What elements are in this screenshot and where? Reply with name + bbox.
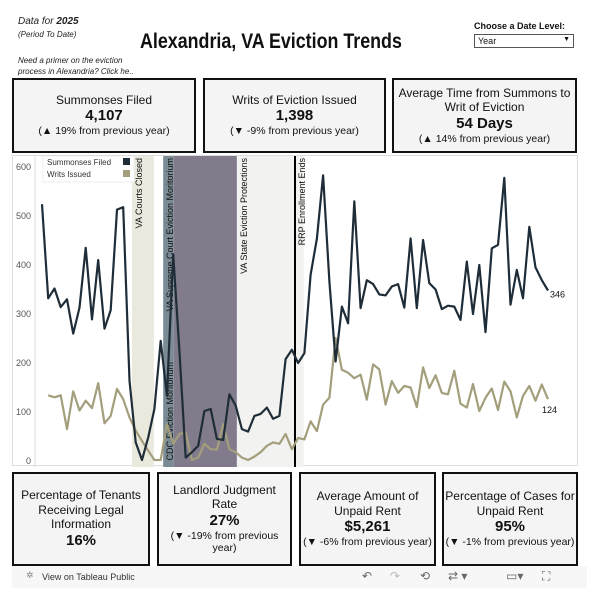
y-tick-label: 200 xyxy=(16,358,31,368)
series-line xyxy=(40,174,549,462)
annotation-label: CDC Eviction Moritorium xyxy=(165,362,175,461)
fullscreen-icon[interactable]: ⛶ xyxy=(542,569,551,583)
y-tick-label: 600 xyxy=(16,162,31,172)
y-tick-label: 500 xyxy=(16,211,31,221)
end-value-label: 124 xyxy=(542,405,557,415)
legend-swatch xyxy=(123,158,130,165)
y-tick-label: 400 xyxy=(16,260,31,270)
date-level-select[interactable]: Year ▼ xyxy=(474,34,574,48)
kpi-value: 27% xyxy=(209,511,240,529)
revert-icon[interactable]: ⟲ xyxy=(420,569,431,583)
legend-label: Summonses Filed xyxy=(47,158,111,167)
kpi-value: 1,398 xyxy=(275,107,314,125)
share-icon[interactable]: ▭▾ xyxy=(506,569,524,583)
kpi-card: Landlord Judgment Rate 27% (▼ -19% from pr… xyxy=(157,472,292,566)
y-tick-label: 0 xyxy=(26,456,31,466)
kpi-card: Average Amount of Unpaid Rent $5,261 (▼ -6… xyxy=(299,472,436,566)
y-tick-label: 100 xyxy=(16,407,31,417)
date-level-label: Choose a Date Level: xyxy=(474,21,566,31)
eviction-trends-chart: VA Courts Closed VA Supreme Court Evictio… xyxy=(12,155,578,467)
tableau-logo-icon: ✲ xyxy=(26,570,34,580)
annotation-label: RRP Enrollment Ends xyxy=(297,158,307,246)
primer-link[interactable]: Need a primer on the eviction process in… xyxy=(18,56,134,76)
kpi-card: Summonses Filed 4,107 (▲ 19% from previous… xyxy=(12,78,196,153)
dropdown-arrow-icon: ▼ xyxy=(563,36,570,43)
y-tick-label: 300 xyxy=(16,309,31,319)
period-label: (Period To Date) xyxy=(18,30,77,39)
kpi-label: Percentage of Tenants Receiving Legal In… xyxy=(21,488,141,532)
kpi-change: (▼ -9% from previous year) xyxy=(230,125,359,138)
kpi-label: Writs of Eviction Issued xyxy=(232,93,357,107)
series-line xyxy=(47,336,550,462)
annotation-band xyxy=(131,156,154,467)
end-value-label: 346 xyxy=(550,289,565,299)
kpi-card: Writs of Eviction Issued 1,398 (▼ -9% from… xyxy=(203,78,386,153)
data-for-label: Data for 2025 xyxy=(18,16,79,27)
kpi-label: Percentage of Cases for Unpaid Rent xyxy=(445,489,575,518)
kpi-change: (▼ -6% from previous year) xyxy=(303,536,432,549)
kpi-label: Summonses Filed xyxy=(55,93,153,107)
chart-svg: VA Courts Closed VA Supreme Court Evictio… xyxy=(16,155,565,467)
kpi-label: Average Amount of Unpaid Rent xyxy=(316,489,419,518)
legend: Summonses Filed Writs Issued xyxy=(42,155,135,183)
annotation-band xyxy=(163,156,174,467)
annotation-label: VA State Eviction Protections xyxy=(239,158,249,274)
view-on-tableau-link[interactable]: View on Tableau Public xyxy=(42,572,135,582)
page-title: Alexandria, VA Eviction Trends xyxy=(140,30,402,53)
refresh-icon[interactable]: ⇄ ▾ xyxy=(448,569,468,583)
annotation-label: VA Courts Closed xyxy=(134,158,144,228)
date-level-value: Year xyxy=(478,36,497,46)
kpi-value: 4,107 xyxy=(85,107,123,125)
kpi-change: (▼ -1% from previous year) xyxy=(445,536,575,549)
kpi-card: Percentage of Tenants Receiving Legal In… xyxy=(12,472,150,566)
kpi-change: (▲ 14% from previous year) xyxy=(418,132,551,145)
redo-icon[interactable]: ↷ xyxy=(390,569,401,583)
kpi-value: 16% xyxy=(65,531,97,549)
kpi-value: 95% xyxy=(494,518,526,536)
kpi-card: Average Time from Summons to Writ of Evi… xyxy=(392,78,577,153)
tableau-toolbar: ✲ View on Tableau Public ↶ ↷ ⟲ ⇄ ▾ ▭▾ ⛶ xyxy=(12,566,587,588)
kpi-value: $5,261 xyxy=(344,518,391,536)
kpi-label: Average Time from Summons to Writ of Evi… xyxy=(398,85,571,115)
kpi-label: Landlord Judgment Rate xyxy=(173,483,276,512)
kpi-value: 54 Days xyxy=(456,114,513,132)
kpi-change: (▲ 19% from previous year) xyxy=(38,125,170,138)
undo-icon[interactable]: ↶ xyxy=(362,569,373,583)
kpi-card: Percentage of Cases for Unpaid Rent 95% (▼… xyxy=(442,472,578,566)
legend-label: Writs Issued xyxy=(47,170,91,179)
kpi-change: (▼ -19% from previous year) xyxy=(170,529,279,555)
annotation-label: VA Supreme Court Eviction Moritorium xyxy=(165,158,175,311)
legend-swatch xyxy=(123,170,130,177)
